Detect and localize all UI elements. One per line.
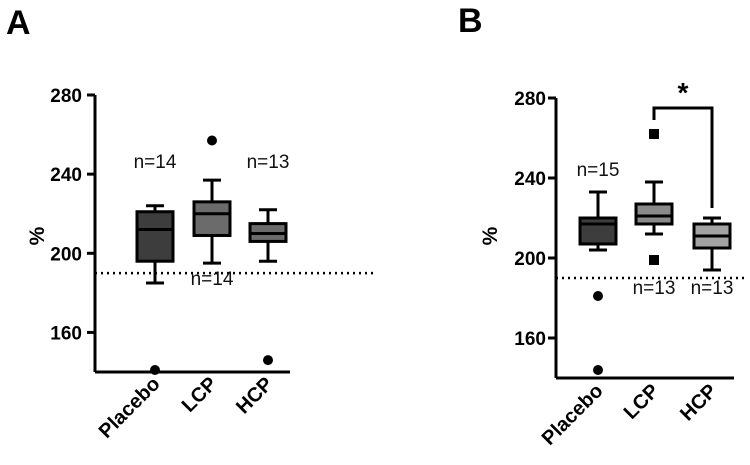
box-lcp — [634, 129, 674, 265]
box-iqr — [192, 200, 232, 237]
sample-size-label: n=13 — [633, 278, 676, 299]
sample-size-label: n=14 — [134, 152, 177, 173]
panel-b: B% 160 200 240 280 Placebo LCP HCP n=15 n=13 n=13 * — [458, 2, 748, 450]
y-axis-label: % — [26, 226, 49, 245]
box-iqr — [135, 210, 175, 263]
sample-size-label: n=13 — [691, 278, 734, 299]
y-tick-label: 200 — [50, 244, 82, 265]
significance-bracket — [652, 106, 714, 208]
y-tick-label: 280 — [514, 89, 546, 110]
box-hcp — [248, 208, 288, 366]
x-category-label: HCP — [232, 373, 277, 418]
box-iqr — [634, 202, 674, 226]
y-tick-label: 240 — [50, 165, 82, 186]
outlier-point — [150, 365, 160, 376]
x-category-label: Placebo — [95, 373, 165, 443]
outlier-point — [649, 129, 659, 139]
y-tick-label: 240 — [514, 169, 546, 190]
x-category-label: LCP — [178, 373, 222, 417]
box-iqr — [578, 216, 618, 246]
box-placebo — [578, 190, 618, 375]
panel-a: A% 160 200 240 280 Placebo LCP HCP n=14 n=13 n=14 — [6, 4, 375, 443]
sample-size-label: n=14 — [191, 269, 234, 290]
y-tick-label: 280 — [50, 86, 82, 107]
y-axis-label: % — [479, 226, 502, 245]
x-category-label: Placebo — [538, 380, 608, 450]
x-category-label: HCP — [676, 380, 721, 425]
outlier-point — [263, 355, 273, 366]
outlier-point — [207, 135, 217, 146]
outlier-point — [593, 365, 603, 375]
panel-label: B — [458, 2, 483, 40]
sample-size-label: n=15 — [577, 160, 620, 181]
sample-size-label: n=13 — [247, 152, 290, 173]
y-tick-label: 160 — [514, 329, 546, 350]
panel-label: A — [6, 4, 31, 42]
y-tick-label: 160 — [50, 323, 82, 344]
outlier-point — [649, 255, 659, 265]
outlier-point — [593, 291, 603, 301]
x-category-label: LCP — [620, 380, 664, 424]
box-placebo — [135, 204, 175, 376]
y-tick-label: 200 — [514, 249, 546, 270]
box-lcp — [192, 135, 232, 265]
significance-star: * — [678, 77, 689, 108]
box-hcp — [692, 216, 732, 272]
